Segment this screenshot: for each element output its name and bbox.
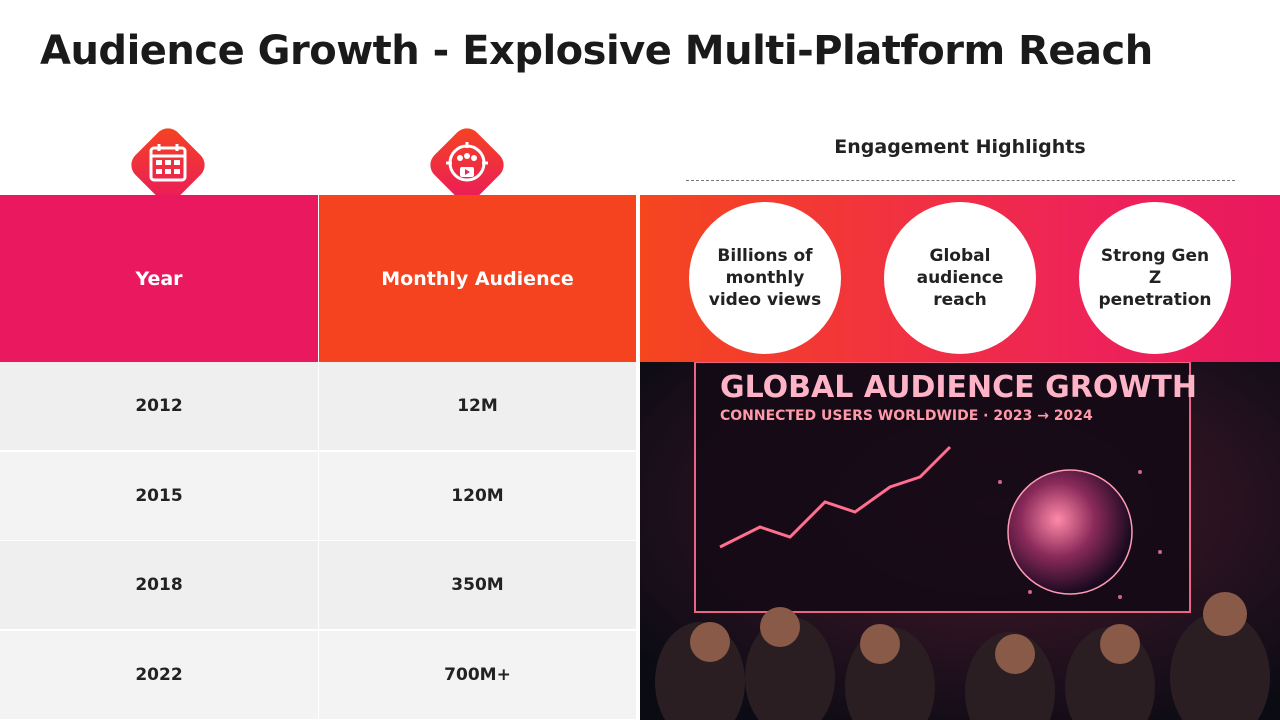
table-cell: 2018 xyxy=(0,541,318,629)
table-cell: 12M xyxy=(319,362,636,450)
section-title: Engagement Highlights xyxy=(834,136,1086,158)
table-cell: 2022 xyxy=(0,630,318,719)
table-header: Year xyxy=(0,195,318,362)
calendar-icon xyxy=(131,128,205,202)
highlight-circle: Strong Gen Z penetration xyxy=(1079,202,1231,354)
highlight-circle: Billions of monthly video views xyxy=(689,202,841,354)
table-cell: 700M+ xyxy=(319,630,636,719)
divider xyxy=(686,180,1235,181)
image-title: GLOBAL AUDIENCE GROWTH xyxy=(720,370,1197,405)
table-header: Monthly Audience xyxy=(318,195,636,362)
table-cell: 120M xyxy=(319,451,636,540)
image-subtitle: CONNECTED USERS WORLDWIDE · 2023 → 2024 xyxy=(720,408,1093,424)
slide-title: Audience Growth - Explosive Multi-Platfo… xyxy=(40,28,1153,74)
highlight-circle: Global audience reach xyxy=(884,202,1036,354)
table-cell: 2015 xyxy=(0,451,318,540)
table-cell: 2012 xyxy=(0,362,318,450)
audience-icon xyxy=(430,128,504,202)
photo: GLOBAL AUDIENCE GROWTH CONNECTED USERS W… xyxy=(640,362,1280,720)
table-cell: 350M xyxy=(319,541,636,629)
